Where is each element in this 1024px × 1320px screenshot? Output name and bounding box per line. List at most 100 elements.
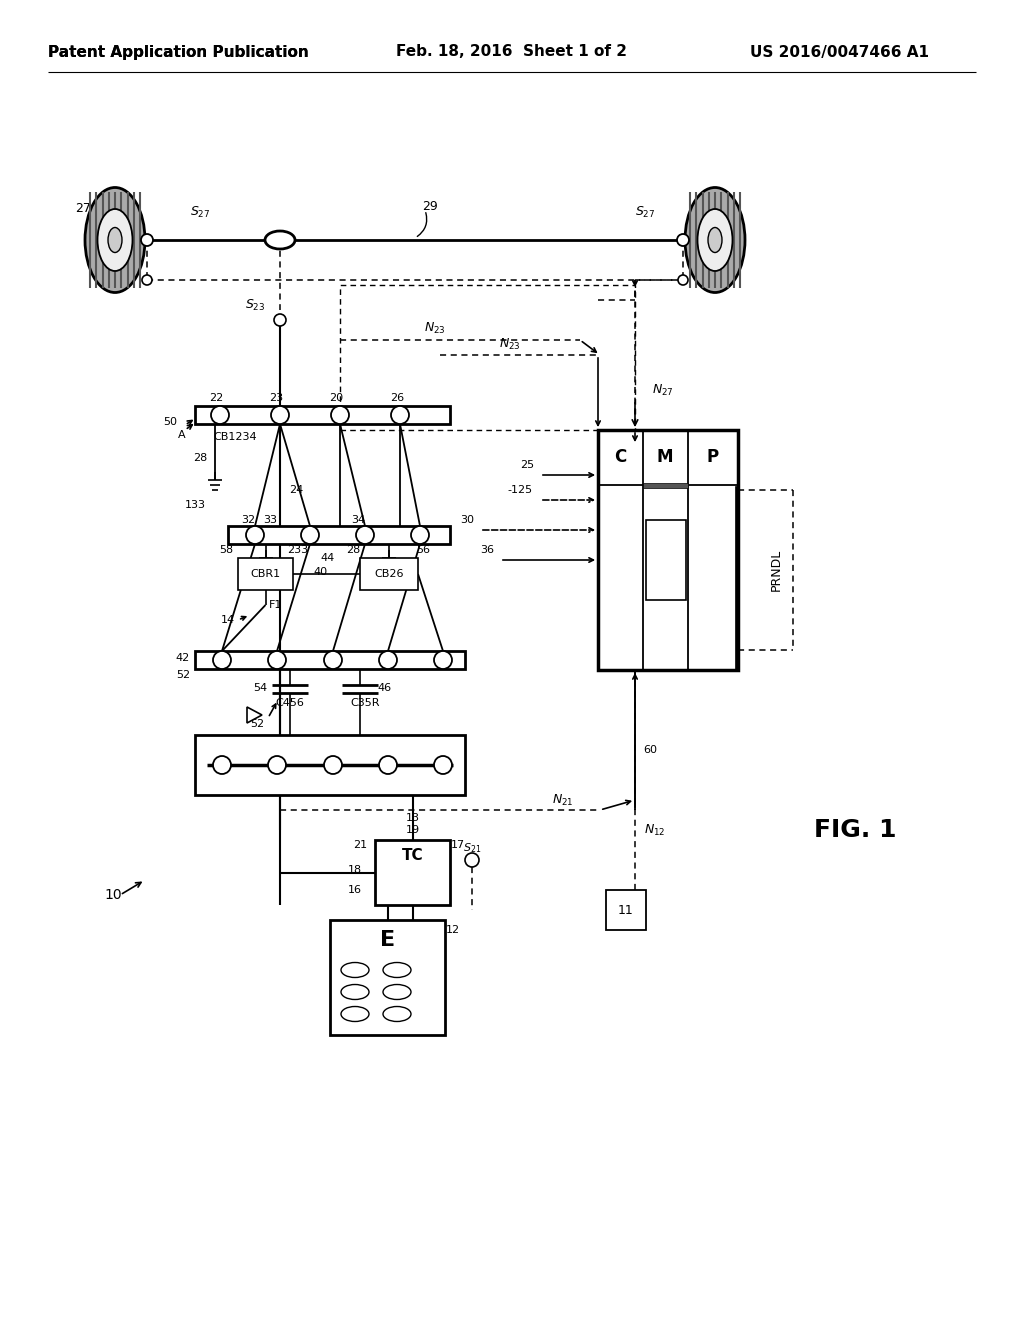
Text: 16: 16 [348,884,362,895]
Circle shape [379,651,397,669]
Text: 14: 14 [221,615,236,624]
Text: P: P [707,447,719,466]
Text: Patent Application Publication: Patent Application Publication [48,45,308,59]
Bar [598,430,738,671]
Ellipse shape [685,187,745,293]
Text: 20: 20 [329,393,343,403]
Circle shape [301,525,319,544]
Text: 27: 27 [75,202,91,214]
Text: 26: 26 [390,393,404,403]
Polygon shape [247,708,262,723]
Circle shape [411,525,429,544]
Text: 233: 233 [288,545,308,554]
Text: C: C [613,447,626,466]
Ellipse shape [97,209,132,271]
Text: 30: 30 [460,515,474,525]
Ellipse shape [108,227,122,252]
Text: $S_{23}$: $S_{23}$ [245,297,265,313]
Text: 11: 11 [618,903,634,916]
Text: A: A [178,430,185,440]
Text: $S_{27}$: $S_{27}$ [189,205,210,219]
Text: 28: 28 [346,545,360,554]
Circle shape [142,235,152,246]
Text: 29: 29 [422,201,438,214]
Text: 28: 28 [193,453,207,463]
Bar [606,890,646,931]
Bar [643,483,688,488]
Text: 12: 12 [445,925,460,935]
Text: 44: 44 [321,553,335,564]
Text: 60: 60 [643,744,657,755]
Text: TC: TC [401,847,423,862]
Circle shape [141,234,153,246]
Circle shape [331,407,349,424]
Text: CB1234: CB1234 [213,432,257,442]
Text: Feb. 18, 2016  Sheet 1 of 2: Feb. 18, 2016 Sheet 1 of 2 [396,45,628,59]
Text: 21: 21 [353,840,367,850]
Circle shape [434,756,452,774]
Text: $N_{27}$: $N_{27}$ [652,383,674,397]
Text: $N_{21}$: $N_{21}$ [552,792,573,808]
Ellipse shape [341,985,369,999]
Text: 133: 133 [184,500,206,510]
Bar [330,920,445,1035]
Text: 34: 34 [351,515,366,525]
Circle shape [379,756,397,774]
Circle shape [677,234,689,246]
Text: 18: 18 [348,865,362,875]
Circle shape [142,275,152,285]
Circle shape [274,314,286,326]
Circle shape [213,651,231,669]
Text: C456: C456 [275,698,304,708]
Text: Patent Application Publication: Patent Application Publication [48,45,308,59]
Bar [735,486,738,671]
Text: 32: 32 [241,515,255,525]
Bar [228,525,450,544]
Circle shape [268,756,286,774]
Ellipse shape [383,1006,411,1022]
Bar [238,558,293,590]
Text: 13: 13 [406,813,420,822]
Bar [360,558,418,590]
Text: CB26: CB26 [374,569,403,579]
Text: 46: 46 [378,682,392,693]
Text: 58: 58 [219,545,233,554]
Circle shape [356,525,374,544]
Circle shape [211,407,229,424]
Bar [195,651,465,669]
Circle shape [678,275,688,285]
Text: F1: F1 [269,601,283,610]
Circle shape [268,651,286,669]
Ellipse shape [383,985,411,999]
Ellipse shape [383,962,411,978]
Text: 52: 52 [176,671,190,680]
Text: $N_{12}$: $N_{12}$ [644,822,666,838]
Text: 23: 23 [269,393,283,403]
Ellipse shape [85,187,145,293]
Text: FIG. 1: FIG. 1 [814,818,896,842]
Text: $S_{21}$: $S_{21}$ [463,841,481,855]
Text: 56: 56 [416,545,430,554]
Ellipse shape [341,962,369,978]
Text: $S_{27}$: $S_{27}$ [635,205,655,219]
Circle shape [391,407,409,424]
Bar [195,407,450,424]
Text: US 2016/0047466 A1: US 2016/0047466 A1 [751,45,930,59]
Text: 54: 54 [253,682,267,693]
Ellipse shape [697,209,732,271]
Circle shape [465,853,479,867]
Ellipse shape [341,1006,369,1022]
Text: 52: 52 [250,719,264,729]
Text: 25: 25 [520,459,535,470]
Circle shape [324,756,342,774]
Text: 36: 36 [480,545,494,554]
Bar [646,520,686,601]
Text: M: M [656,447,673,466]
Ellipse shape [708,227,722,252]
Bar [375,840,450,906]
Circle shape [678,235,688,246]
Text: PRNDL: PRNDL [769,549,782,591]
Text: 19: 19 [406,825,420,836]
Text: -125: -125 [508,484,532,495]
Text: 50: 50 [163,417,177,426]
